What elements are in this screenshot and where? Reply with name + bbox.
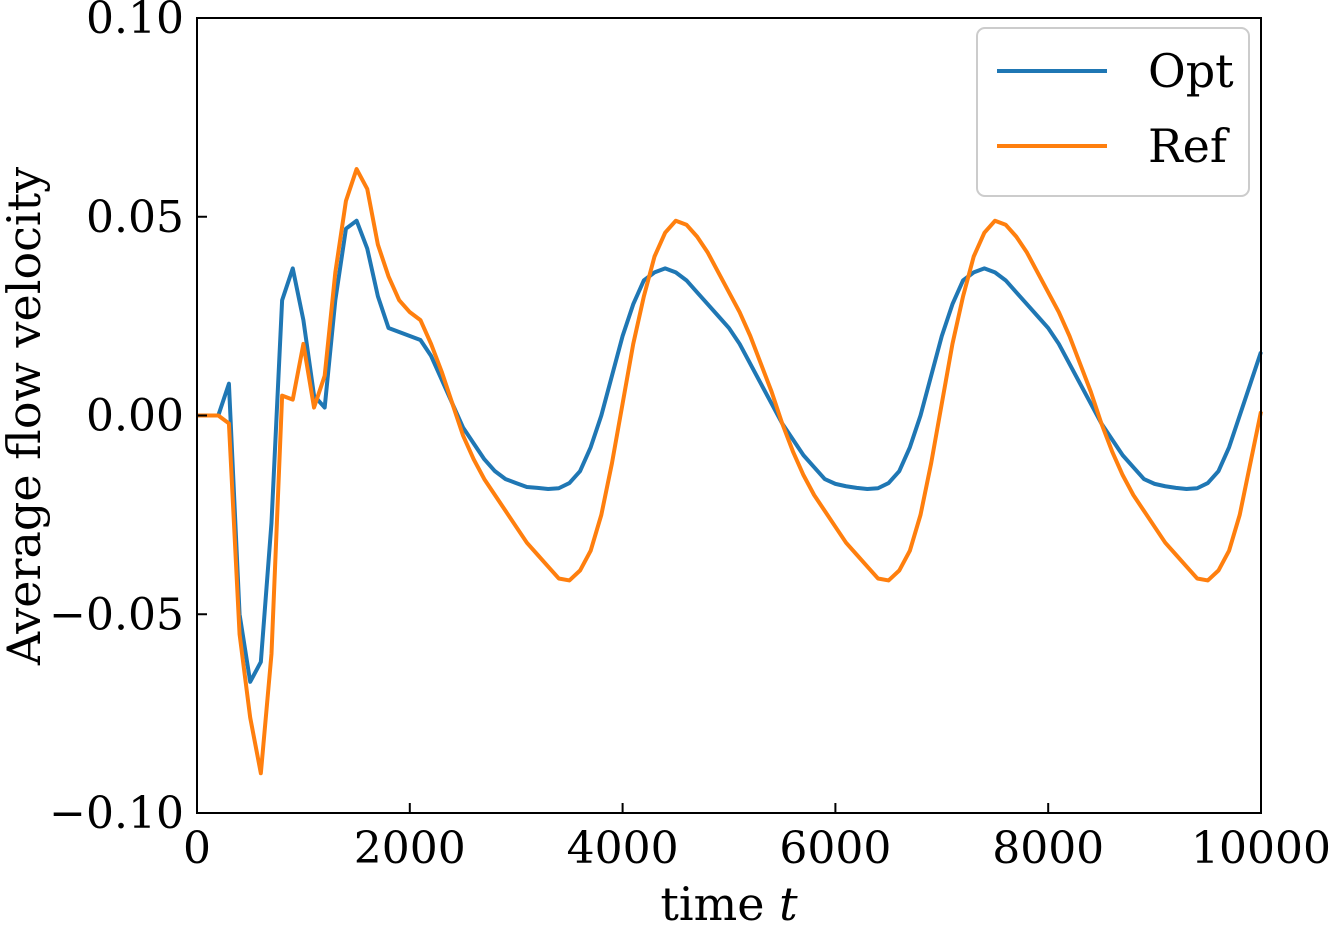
x-tick-label: 2000	[354, 823, 466, 874]
x-tick-label: 10000	[1191, 823, 1329, 874]
legend: Opt Ref	[976, 27, 1250, 197]
x-axis-label-variable: t	[779, 877, 798, 931]
y-tick-label: 0.05	[86, 192, 184, 243]
y-axis-label: Average flow velocity	[0, 167, 51, 666]
series-line-ref	[197, 167, 1263, 776]
x-axis-label: time t	[660, 877, 798, 931]
x-tick-label: 0	[183, 823, 211, 874]
y-tick-label: 0.00	[86, 391, 184, 442]
x-tick-label: 8000	[992, 823, 1104, 874]
y-axis: −0.10 −0.05 0.00 0.05 0.10	[49, 0, 207, 839]
x-axis-label-text: time	[660, 877, 764, 931]
y-tick-label: 0.10	[86, 0, 184, 44]
series-line-opt	[197, 218, 1263, 684]
legend-label-opt: Opt	[1148, 44, 1234, 98]
x-axis: 0 2000 4000 6000 8000 10000	[183, 803, 1329, 874]
y-tick-label: −0.10	[49, 788, 184, 839]
legend-label-ref: Ref	[1148, 119, 1230, 173]
x-tick-label: 4000	[567, 823, 679, 874]
plot-lines	[197, 167, 1263, 776]
y-tick-label: −0.05	[49, 589, 184, 640]
x-tick-label: 6000	[779, 823, 891, 874]
